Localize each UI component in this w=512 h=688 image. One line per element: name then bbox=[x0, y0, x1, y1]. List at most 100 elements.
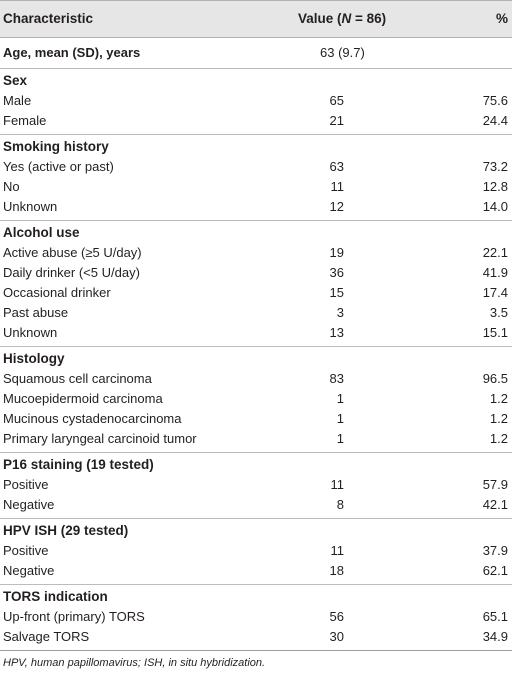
row-percent: 12.8 bbox=[482, 179, 508, 194]
row-label: Positive bbox=[3, 543, 49, 558]
table-row: Positive 11 37.9 bbox=[0, 541, 512, 561]
table-row: Female 21 24.4 bbox=[0, 111, 512, 131]
row-label: Unknown bbox=[3, 325, 58, 340]
table-row: Negative 18 62.1 bbox=[0, 561, 512, 581]
header-value: Value (N = 86) bbox=[298, 11, 387, 26]
row-percent: 15.1 bbox=[482, 325, 508, 340]
row-value: 30 bbox=[329, 629, 344, 644]
table-row: Mucoepidermoid carcinoma 1 1.2 bbox=[0, 389, 512, 409]
section: HPV ISH (29 tested) Positive 11 37.9 Negativ… bbox=[0, 519, 512, 585]
row-percent: 1.2 bbox=[489, 391, 508, 406]
section-title-text: Histology bbox=[3, 351, 65, 366]
table-row: Yes (active or past) 63 73.2 bbox=[0, 157, 512, 177]
row-value: 18 bbox=[329, 563, 344, 578]
row-label: Up-front (primary) TORS bbox=[3, 609, 145, 624]
row-value: 36 bbox=[329, 265, 344, 280]
row-percent: 37.9 bbox=[482, 543, 508, 558]
row-label: Negative bbox=[3, 563, 55, 578]
section-title-text: HPV ISH (29 tested) bbox=[3, 523, 129, 538]
row-percent: 22.1 bbox=[482, 245, 508, 260]
row-label: Female bbox=[3, 113, 47, 128]
row-label: Past abuse bbox=[3, 305, 69, 320]
row-value: 11 bbox=[330, 543, 345, 558]
table-row: Negative 8 42.1 bbox=[0, 495, 512, 515]
row-label: Positive bbox=[3, 477, 49, 492]
row-value: 21 bbox=[329, 113, 344, 128]
row-label: Negative bbox=[3, 497, 55, 512]
row-percent: 42.1 bbox=[482, 497, 508, 512]
row-label: Mucoepidermoid carcinoma bbox=[3, 391, 163, 406]
section: Sex Male 65 75.6 Female 21 24.4 bbox=[0, 69, 512, 135]
table-row: Active abuse (≥5 U/day) 19 22.1 bbox=[0, 243, 512, 263]
table-row: Mucinous cystadenocarcinoma 1 1.2 bbox=[0, 409, 512, 429]
row-value: 19 bbox=[329, 245, 344, 260]
section: P16 staining (19 tested) Positive 11 57.9 Ne… bbox=[0, 453, 512, 519]
table-body: Sex Male 65 75.6 Female 21 24.4 Smoking history… bbox=[0, 69, 512, 651]
row-value: 1 bbox=[336, 391, 344, 406]
row-value: 8 bbox=[336, 497, 344, 512]
row-value: 15 bbox=[329, 285, 344, 300]
row-percent: 62.1 bbox=[482, 563, 508, 578]
row-percent: 3.5 bbox=[489, 305, 508, 320]
row-value: 13 bbox=[329, 325, 344, 340]
section-title: Smoking history bbox=[0, 135, 512, 157]
row-percent: 73.2 bbox=[482, 159, 508, 174]
row-label: Squamous cell carcinoma bbox=[3, 371, 152, 386]
row-label: Active abuse (≥5 U/day) bbox=[3, 245, 142, 260]
row-label: Daily drinker (<5 U/day) bbox=[3, 265, 140, 280]
section-title-text: P16 staining (19 tested) bbox=[3, 457, 154, 472]
characteristics-table: Characteristic Value (N = 86) % Age, mea… bbox=[0, 0, 512, 669]
row-value: 56 bbox=[329, 609, 344, 624]
section: Alcohol use Active abuse (≥5 U/day) 19 22.1… bbox=[0, 221, 512, 347]
table-row: Up-front (primary) TORS 56 65.1 bbox=[0, 607, 512, 627]
row-value: 63 bbox=[329, 159, 344, 174]
section-title: TORS indication bbox=[0, 585, 512, 607]
table-row: Salvage TORS 30 34.9 bbox=[0, 627, 512, 647]
table-row: No 11 12.8 bbox=[0, 177, 512, 197]
section-title-text: TORS indication bbox=[3, 589, 108, 604]
section-title-text: Sex bbox=[3, 73, 28, 88]
row-label: No bbox=[3, 179, 20, 194]
table-row: Occasional drinker 15 17.4 bbox=[0, 283, 512, 303]
row-percent: 65.1 bbox=[482, 609, 508, 624]
section-title: HPV ISH (29 tested) bbox=[0, 519, 512, 541]
row-percent: 75.6 bbox=[482, 93, 508, 108]
row-percent: 57.9 bbox=[482, 477, 508, 492]
age-label: Age, mean (SD), years bbox=[3, 45, 141, 60]
row-value: 1 bbox=[336, 431, 344, 446]
row-label: Mucinous cystadenocarcinoma bbox=[3, 411, 182, 426]
row-label: Unknown bbox=[3, 199, 58, 214]
section: TORS indication Up-front (primary) TORS 56… bbox=[0, 585, 512, 651]
row-percent: 24.4 bbox=[482, 113, 508, 128]
row-percent: 1.2 bbox=[489, 411, 508, 426]
section: Histology Squamous cell carcinoma 83 96.5 Mu… bbox=[0, 347, 512, 453]
row-label: Occasional drinker bbox=[3, 285, 111, 300]
row-percent: 1.2 bbox=[489, 431, 508, 446]
row-percent: 96.5 bbox=[482, 371, 508, 386]
row-value: 1 bbox=[336, 411, 344, 426]
table-row: Primary laryngeal carcinoid tumor 1 1.2 bbox=[0, 429, 512, 449]
row-value: 83 bbox=[329, 371, 344, 386]
row-label: Yes (active or past) bbox=[3, 159, 114, 174]
row-value: 65 bbox=[329, 93, 344, 108]
section-title-text: Smoking history bbox=[3, 139, 109, 154]
row-value: 3 bbox=[336, 305, 344, 320]
row-percent: 17.4 bbox=[482, 285, 508, 300]
header-percent: % bbox=[495, 11, 508, 26]
table-row: Unknown 13 15.1 bbox=[0, 323, 512, 343]
table-footnote: HPV, human papillomavirus; ISH, in situ … bbox=[3, 657, 266, 669]
row-percent: 14.0 bbox=[482, 199, 508, 214]
section-title: P16 staining (19 tested) bbox=[0, 453, 512, 475]
header-characteristic: Characteristic bbox=[3, 11, 94, 26]
table-row: Male 65 75.6 bbox=[0, 91, 512, 111]
row-value: 11 bbox=[330, 179, 345, 194]
age-value: 63 (9.7) bbox=[320, 45, 365, 60]
section-title: Sex bbox=[0, 69, 512, 91]
section: Smoking history Yes (active or past) 63 73.… bbox=[0, 135, 512, 221]
section-title: Histology bbox=[0, 347, 512, 369]
row-label: Primary laryngeal carcinoid tumor bbox=[3, 431, 197, 446]
table-row: Positive 11 57.9 bbox=[0, 475, 512, 495]
row-label: Salvage TORS bbox=[3, 629, 90, 644]
table-row: Past abuse 3 3.5 bbox=[0, 303, 512, 323]
table-header: Characteristic Value (N = 86) % bbox=[0, 0, 512, 38]
